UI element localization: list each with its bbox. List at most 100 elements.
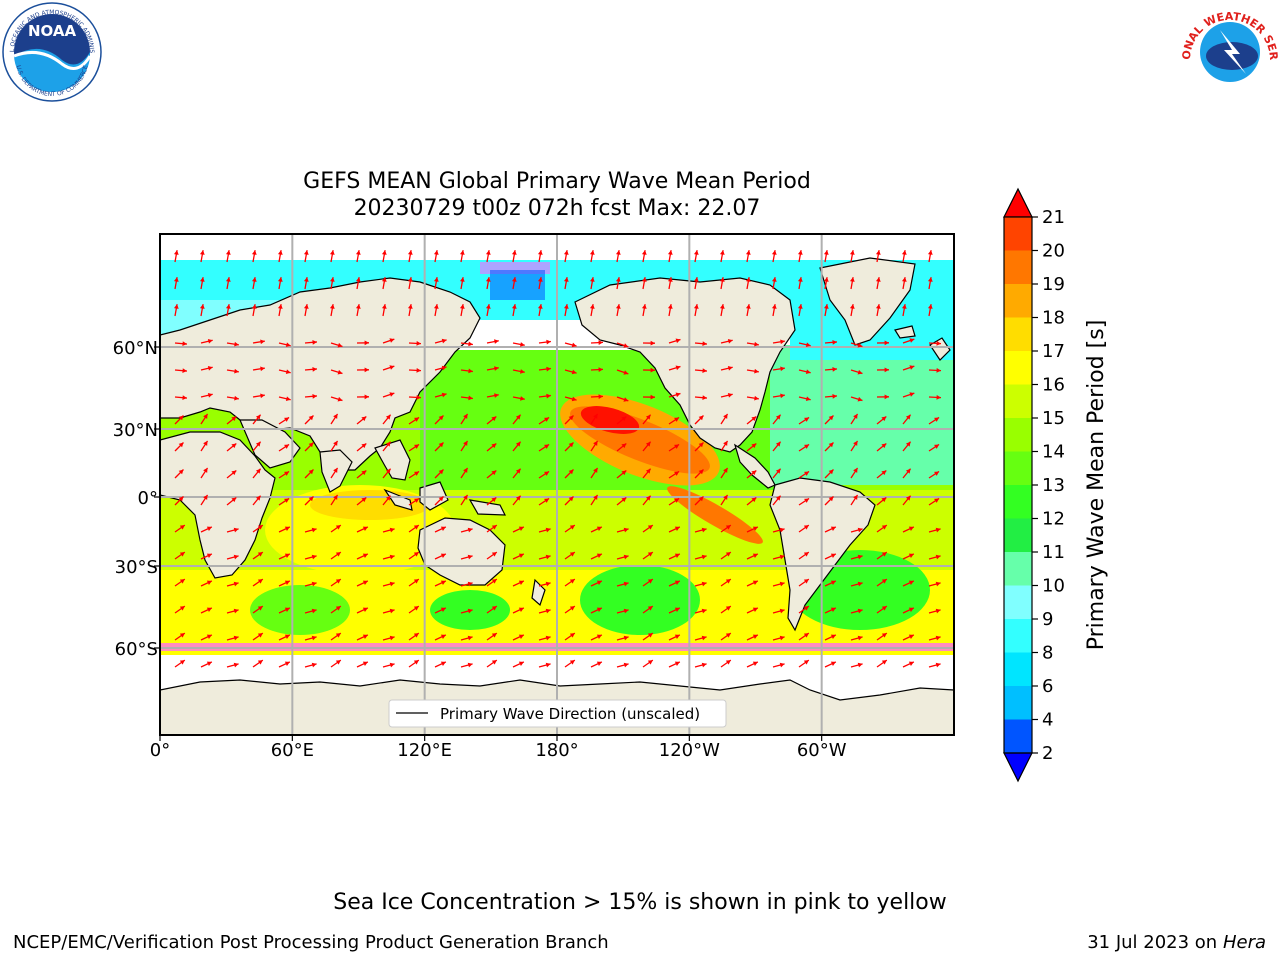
land-arabia (239, 419, 301, 469)
wave-arrow (174, 442, 184, 452)
wave-arrow (486, 632, 498, 641)
wave-arrow (512, 342, 525, 347)
wave-arrow (225, 250, 231, 263)
wave-arrow (564, 632, 576, 641)
wave-arrow (277, 304, 283, 317)
wave-arrow (408, 416, 420, 425)
wave-arrow (226, 469, 237, 479)
wave-arrow (226, 635, 239, 641)
wave-arrow (511, 250, 517, 263)
wave-arrow (746, 553, 759, 560)
land-greenland (819, 257, 916, 346)
colorbar-tick: 18 (1042, 308, 1065, 329)
wave-arrow (590, 634, 603, 641)
wave-arrow (174, 524, 186, 533)
wave-arrow (720, 440, 729, 452)
wave-arrow (564, 578, 576, 587)
colorbar-tick-labels: 2 4 6 8 9 10 11 12 13 14 15 16 17 18 19 20 21 (1032, 207, 1065, 764)
wave-arrow (538, 366, 551, 372)
colorbar-swatch (1004, 250, 1032, 284)
colorbar-swatch (1004, 719, 1032, 753)
wave-arrow (564, 469, 574, 479)
wave-arrow (902, 392, 915, 398)
colorbar-under-triangle (1003, 752, 1033, 783)
wave-arrow (433, 277, 439, 290)
wave-arrow (746, 580, 759, 587)
wave-arrow (772, 608, 785, 614)
wave-arrow (200, 467, 209, 479)
wave-arrow (641, 304, 647, 317)
wave-arrow (824, 442, 834, 452)
wave-arrow (746, 496, 757, 506)
wave-arrow (590, 553, 603, 560)
wave-arrow (746, 415, 757, 425)
lon-tick-label: 60°W (797, 740, 847, 761)
wave-arrow (304, 393, 318, 399)
wave-arrow (615, 277, 621, 290)
lon-tick-label: 0° (150, 740, 170, 761)
lat-tick-label: 30°N (113, 420, 158, 441)
wave-arrow (304, 366, 318, 372)
wave-arrow (694, 554, 707, 560)
wave-arrow (694, 469, 704, 479)
wave-arrow (382, 608, 395, 614)
wave-arrow (485, 250, 491, 263)
wave-arrow (798, 369, 811, 375)
wave-arrow (564, 551, 576, 560)
colorbar-swatch (1004, 217, 1032, 251)
colorbar-swatch (1004, 552, 1032, 586)
colorbar-swatch (1004, 686, 1032, 720)
wave-arrow (798, 659, 810, 668)
wave-arrow (226, 368, 239, 374)
wave-arrow (356, 415, 367, 425)
wave-arrow (849, 250, 855, 263)
wave-arrow (278, 396, 291, 402)
wave-arrow (303, 304, 309, 317)
wave-arrow (538, 608, 551, 614)
wave-arrow (772, 581, 785, 587)
wave-arrow (693, 277, 699, 290)
wave-arrow (694, 395, 708, 401)
wave-arrow (356, 634, 369, 641)
wave-arrow (226, 662, 239, 668)
wave-arrow (330, 342, 343, 348)
colorbar-swatch (1004, 351, 1032, 385)
wave-arrow (173, 277, 179, 290)
wave-arrow (902, 607, 915, 614)
wave-arrow (486, 496, 497, 506)
wave-arrow (823, 250, 829, 263)
colorbar-label: Primary Wave Mean Period [s] (1084, 320, 1109, 651)
wave-arrow (823, 277, 829, 290)
wave-arrow (642, 659, 654, 668)
wave-arrow (771, 250, 777, 263)
colorbar-tick: 15 (1042, 408, 1065, 429)
wave-arrow (330, 551, 342, 560)
wave-arrow (460, 635, 473, 641)
wave-arrow (772, 554, 785, 560)
wave-arrow (902, 414, 912, 425)
wave-arrow (850, 467, 859, 479)
wave-arrow (928, 416, 940, 425)
colorbar-swatch (1004, 652, 1032, 686)
lon-tick-label: 180° (535, 740, 578, 761)
wave-arrow (719, 304, 725, 317)
wave-arrow (538, 497, 550, 506)
wave-arrow (486, 551, 498, 560)
colorbar-swatch (1004, 451, 1032, 485)
wave-arrow (252, 632, 264, 641)
wave-arrow (824, 634, 837, 641)
wave-arrow (278, 580, 291, 587)
latitude-tick-labels: 60°N 30°N 0° 30°S 60°S (113, 338, 160, 660)
colorbar-swatch (1004, 384, 1032, 418)
wave-arrow (902, 365, 915, 371)
footer-date-text: 31 Jul 2023 on (1087, 932, 1223, 953)
wave-arrow (252, 551, 264, 560)
lon-tick-label: 60°E (271, 740, 314, 761)
wave-arrow (538, 554, 551, 560)
wave-arrow (928, 395, 942, 400)
wave-arrow (590, 413, 599, 425)
wave-arrow (252, 524, 264, 533)
wave-arrow (460, 341, 473, 347)
wave-arrow (486, 442, 497, 452)
wave-arrow (824, 469, 834, 479)
